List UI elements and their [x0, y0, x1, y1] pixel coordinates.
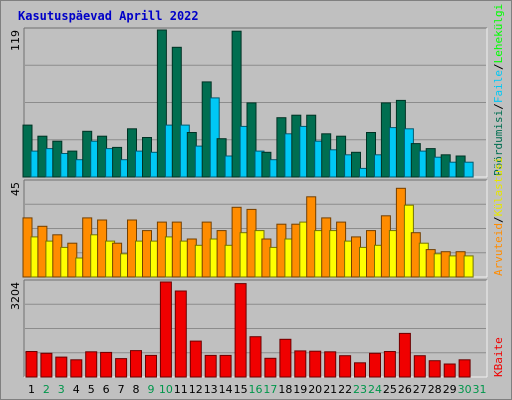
chart-panels: 119Pöördumisi 1: 42Faile 1: 21Pöördumisi… [9, 27, 488, 378]
x-tick-label: 15 [234, 383, 248, 396]
bar-kbaite-day-14: KBaite 14: 730 [219, 354, 232, 378]
legend-group: KBaite [492, 337, 505, 377]
legend-separator: / [492, 63, 505, 70]
x-tick-label: 5 [88, 383, 95, 396]
bar-kbaite-day-23: KBaite 23: 480 [354, 362, 366, 378]
x-axis-ticks: 1 2 3 4 5 6 7 8 9 10 11 12 13 14 15 16 17 18 19 20 21 22 23 24 2… [28, 383, 487, 396]
bar-kbaite-day-16: KBaite 16: 1360 [249, 336, 262, 378]
legend-entry: Pöördumisi [492, 110, 505, 176]
x-tick-label: 4 [73, 383, 80, 396]
x-tick-label: 12 [189, 383, 203, 396]
x-tick-label: 11 [174, 383, 188, 396]
x-tick-label: 17 [263, 383, 277, 396]
bar-faile-day-30: Faile 30: 12 [463, 161, 474, 178]
x-tick-label: 9 [148, 383, 155, 396]
legend-group: Pöördumisi/Faile/Lehekülgi [492, 4, 505, 176]
bar-faile-day-13: Faile 13: 64 [209, 97, 220, 178]
bar-kbaite-day-8: KBaite 8: 890 [130, 350, 142, 378]
x-tick-label: 22 [338, 383, 352, 396]
bar-kbaite-day-12: KBaite 12: 1210 [189, 340, 202, 378]
bar-kbaite-day-13: KBaite 13: 730 [204, 354, 217, 378]
x-tick-label: 19 [293, 383, 307, 396]
bar-kbaite-day-25: KBaite 25: 860 [383, 351, 396, 378]
bar-kbaite-day-22: KBaite 22: 720 [339, 355, 352, 378]
bar-pöördumisi-day-23: Pöördumisi 23: 20 [351, 151, 361, 178]
legend-entry: Lehekülgi [492, 4, 505, 64]
bar-kbaite-day-1: KBaite 1: 860 [25, 351, 38, 378]
bar-kbaite-day-20: KBaite 20: 870 [309, 350, 322, 378]
bar-kbaite-day-5: KBaite 5: 850 [85, 351, 98, 378]
x-tick-label: 10 [159, 383, 173, 396]
bar-kbaite-day-15: KBaite 15: 3150 [234, 283, 247, 378]
x-tick-label: 7 [118, 383, 125, 396]
chart-title: Kasutuspäevad Aprill 2022 [18, 9, 199, 23]
bar-pöördumisi-day-16: Pöördumisi 16: 60 [246, 102, 257, 178]
x-tick-label: 1 [28, 383, 35, 396]
bar-pöördumisi-day-11: Pöördumisi 11: 105 [171, 46, 182, 178]
x-tick-label: 30 [458, 383, 472, 396]
bar-kbaite-day-7: KBaite 7: 620 [115, 358, 128, 378]
bar-kbaite-day-26: KBaite 26: 1470 [398, 332, 411, 378]
legend-entry: Külastusi [492, 157, 505, 217]
x-tick-label: 20 [308, 383, 322, 396]
bar-pöördumisi-day-10: Pöördumisi 10: 119 [156, 29, 167, 178]
legend-group: Arvuteid/Külastusi [492, 157, 505, 276]
bar-kbaite-day-24: KBaite 24: 800 [369, 352, 381, 378]
x-tick-label: 3 [58, 383, 65, 396]
bar-kbaite-day-29: KBaite 29: 440 [443, 363, 456, 378]
legend-separator: / [492, 103, 505, 110]
legend-separator: / [492, 216, 505, 223]
x-tick-label: 24 [368, 383, 382, 396]
legend-labels: Pöördumisi/Faile/LehekülgiArvuteid/Külas… [492, 4, 505, 377]
bar-kbaite-day-4: KBaite 4: 580 [70, 359, 83, 378]
x-tick-label: 27 [413, 383, 427, 396]
y-max-label: 3204 [9, 282, 22, 310]
x-tick-label: 18 [278, 383, 292, 396]
x-tick-label: 2 [43, 383, 50, 396]
legend-entry: Faile [492, 70, 505, 103]
bar-kbaite-day-9: KBaite 9: 730 [145, 354, 157, 378]
x-tick-label: 23 [353, 383, 367, 396]
x-tick-label: 25 [383, 383, 397, 396]
bar-kbaite-day-3: KBaite 3: 670 [55, 356, 68, 378]
x-tick-label: 8 [133, 383, 140, 396]
panel-middle: 45Arvuteid 1: 28Külastusi 1: 19Arvuteid … [9, 179, 488, 278]
bar-kbaite-day-27: KBaite 27: 720 [413, 355, 426, 378]
x-tick-label: 21 [323, 383, 337, 396]
legend-entry: Arvuteid [492, 223, 505, 276]
bar-kbaite-day-19: KBaite 19: 880 [294, 350, 307, 378]
panel-top: 119Pöördumisi 1: 42Faile 1: 21Pöördumisi… [9, 27, 488, 178]
x-tick-label: 31 [473, 383, 487, 396]
y-max-label: 119 [9, 30, 22, 51]
bar-külastusi-day-30: Külastusi 30: 10 [463, 255, 474, 278]
bar-kbaite-day-28: KBaite 28: 550 [428, 360, 441, 378]
x-tick-label: 28 [428, 383, 442, 396]
panel-bottom: 3204 KBaite 1: 860KBaite 2: 800KBaite 3: … [9, 279, 488, 378]
bar-kbaite-day-10: KBaite 10: 3204 [159, 281, 172, 378]
x-tick-label: 13 [204, 383, 218, 396]
bar-kbaite-day-6: KBaite 6: 830 [100, 351, 113, 378]
bar-kbaite-day-30: KBaite 30: 580 [458, 359, 471, 378]
legend-entry: KBaite [492, 337, 505, 377]
bar-kbaite-day-18: KBaite 18: 1270 [279, 338, 292, 378]
x-tick-label: 29 [443, 383, 457, 396]
x-tick-label: 6 [103, 383, 110, 396]
x-tick-label: 16 [249, 383, 263, 396]
bar-kbaite-day-2: KBaite 2: 800 [40, 352, 53, 378]
y-max-label: 45 [9, 182, 22, 196]
bar-kbaite-day-21: KBaite 21: 850 [324, 351, 337, 378]
x-tick-label: 26 [398, 383, 412, 396]
bar-kbaite-day-17: KBaite 17: 630 [264, 357, 277, 378]
x-tick-label: 14 [219, 383, 233, 396]
bar-kbaite-day-11: KBaite 11: 2900 [174, 290, 187, 378]
bar-pöördumisi-day-15: Pöördumisi 15: 118 [231, 30, 242, 178]
